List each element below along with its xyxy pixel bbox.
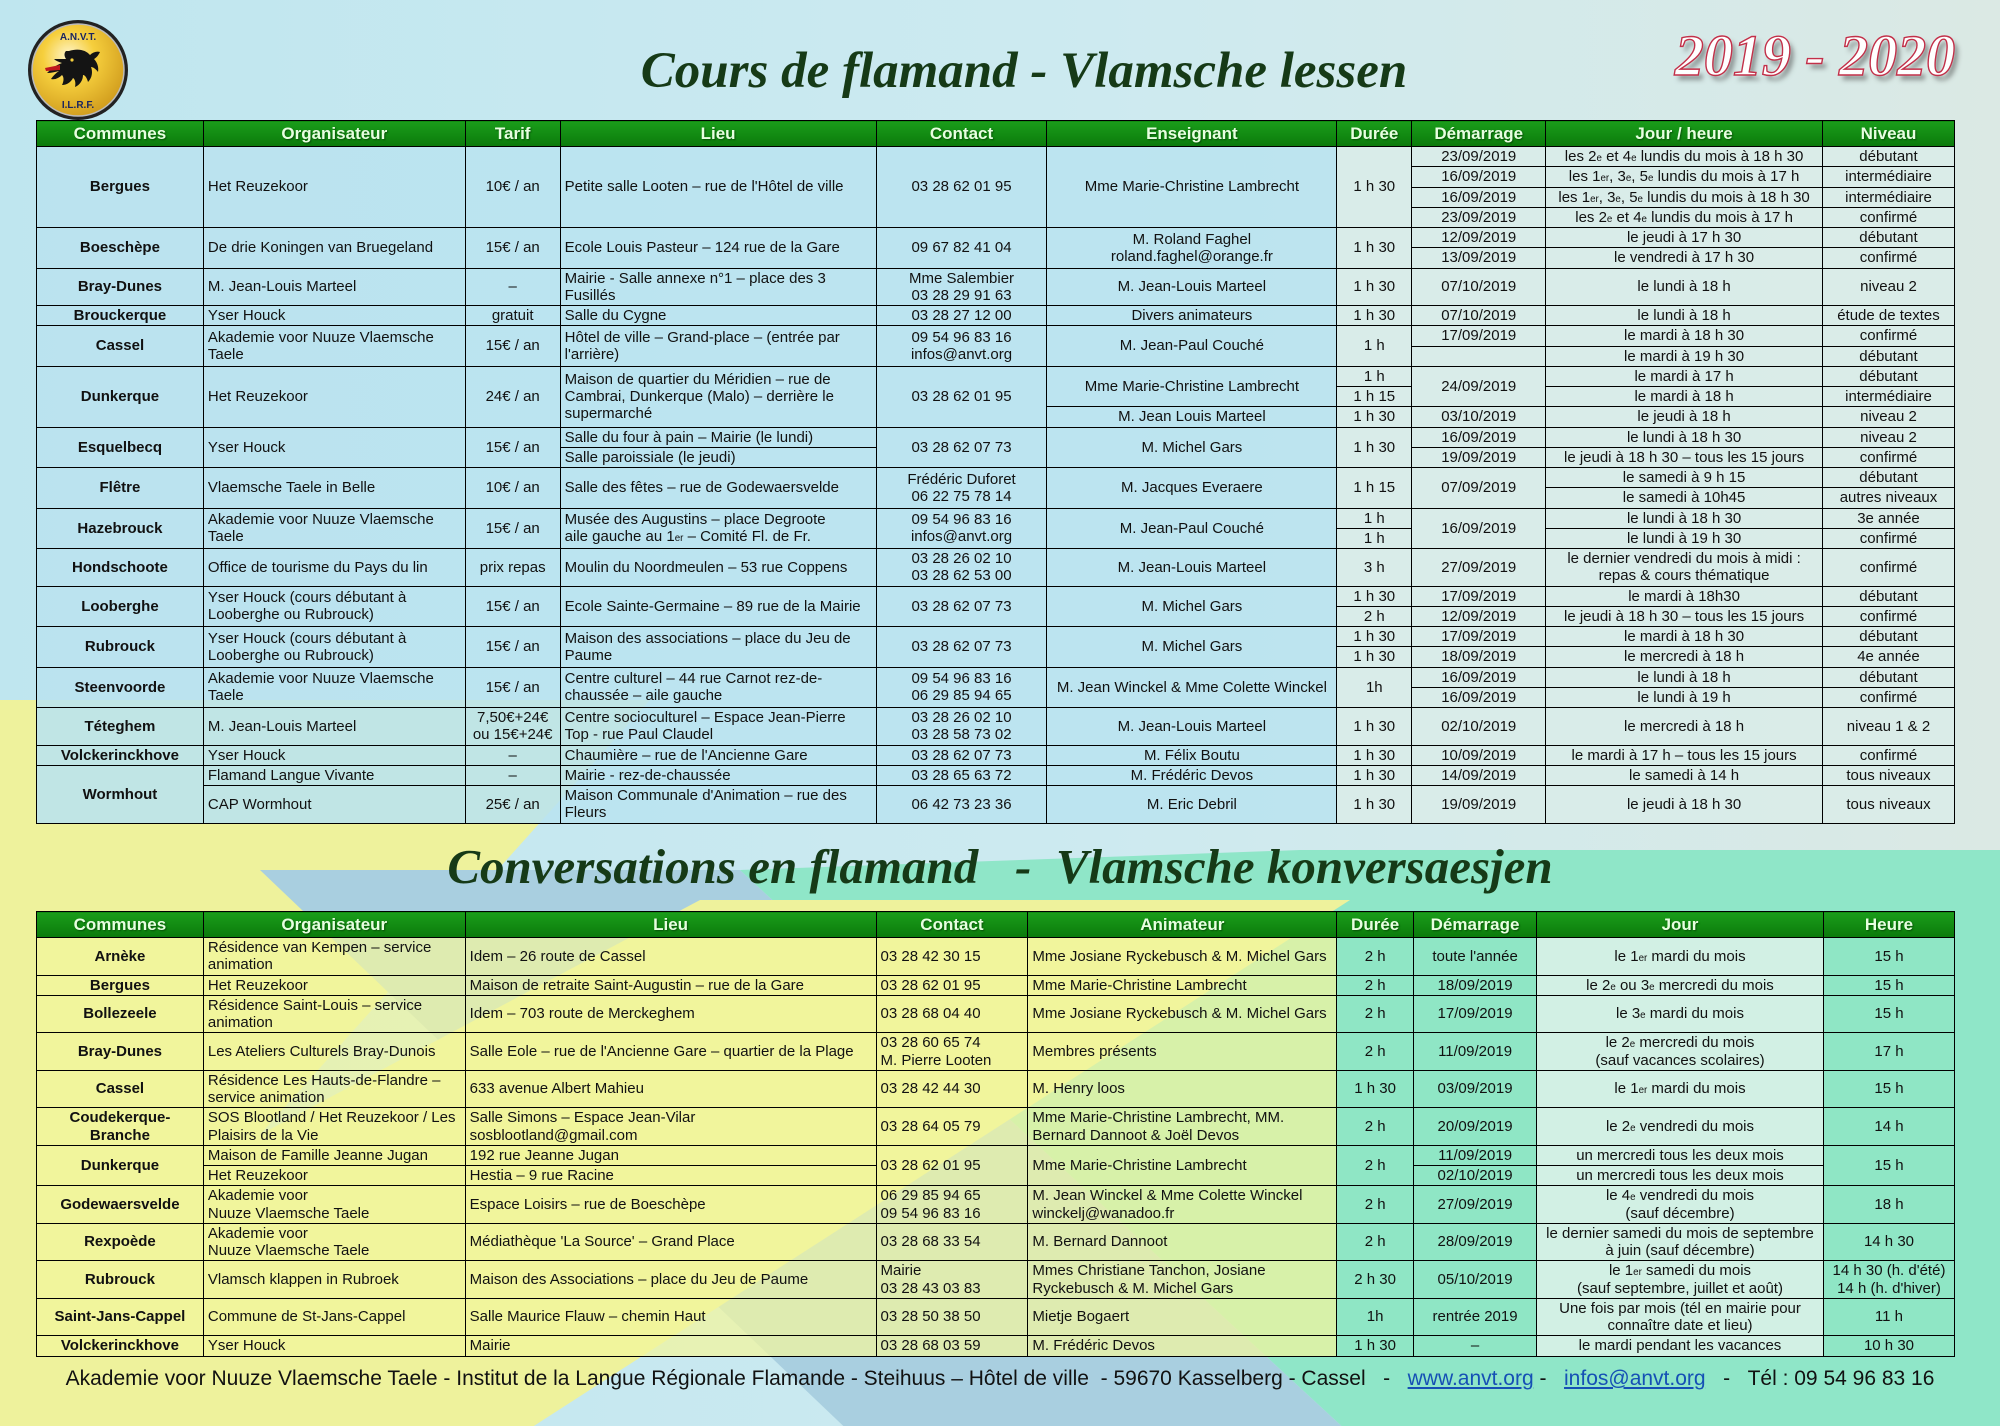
svg-text:I.L.R.F.: I.L.R.F. (62, 100, 94, 111)
svg-text:A.N.V.T.: A.N.V.T. (60, 32, 97, 43)
